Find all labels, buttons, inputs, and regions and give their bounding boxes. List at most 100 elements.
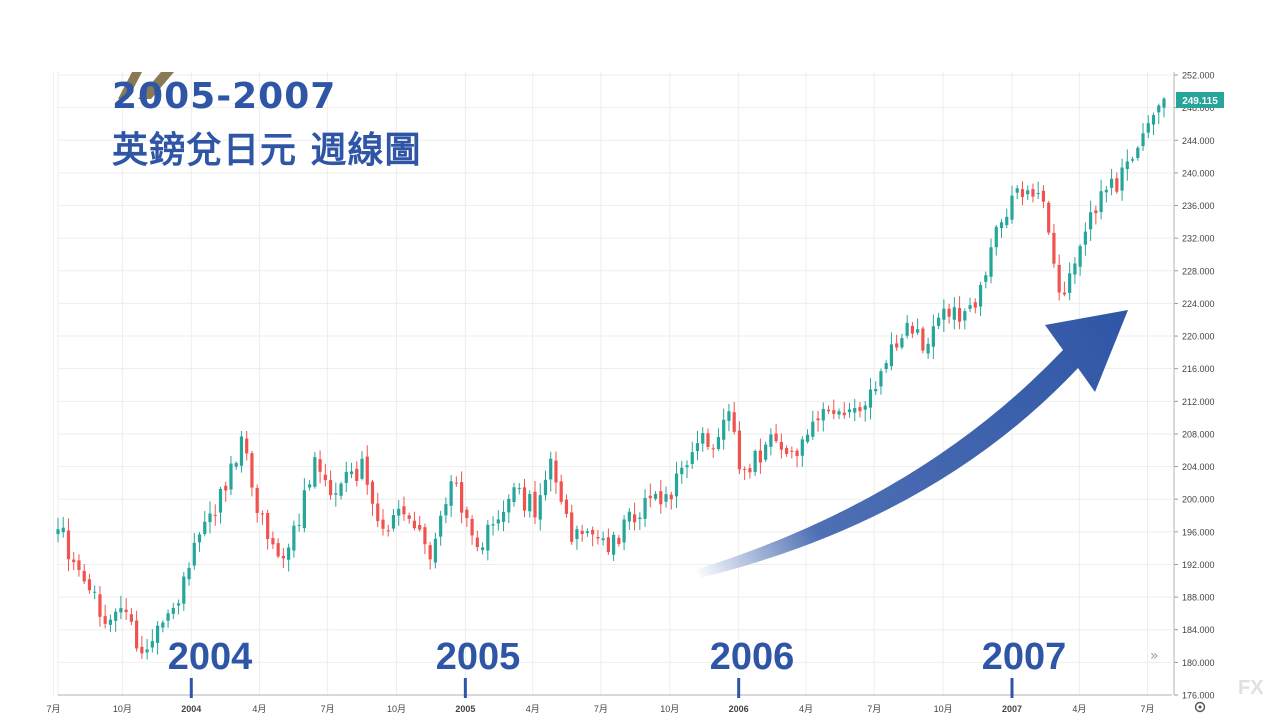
candle-down: [832, 410, 836, 414]
candle-up: [1089, 212, 1093, 230]
candle-up: [1026, 190, 1030, 195]
candle-down: [1057, 264, 1061, 293]
current-price: 249.115: [1182, 96, 1218, 107]
candle-down: [957, 308, 962, 322]
time-tick-label: 4月: [1072, 704, 1086, 714]
candle-up: [601, 538, 605, 541]
candle-up: [349, 471, 354, 475]
candle-down: [842, 412, 846, 416]
candle-down: [98, 594, 102, 617]
candle-down: [580, 530, 584, 535]
candle-up: [1146, 123, 1150, 133]
candle-up: [585, 531, 590, 534]
candle-down: [266, 512, 270, 540]
candle-up: [1151, 115, 1156, 125]
scroll-right-icon[interactable]: »: [1150, 648, 1159, 664]
logo-mark: [118, 72, 174, 99]
candle-down: [72, 559, 76, 563]
candle-up: [978, 284, 983, 307]
candle-down: [129, 614, 133, 622]
price-tick-label: 188.000: [1182, 593, 1215, 603]
candle-up: [528, 494, 532, 512]
candle-down: [784, 448, 789, 454]
candle-down: [1041, 190, 1046, 202]
candle-down: [135, 620, 139, 649]
candle-down: [790, 450, 794, 452]
candle-down: [659, 491, 663, 505]
candle-up: [538, 495, 542, 520]
year-label-2007: 2007: [981, 636, 1067, 678]
time-tick-label: 2007: [1002, 704, 1022, 714]
candle-up: [119, 608, 123, 613]
candle-up: [1125, 161, 1129, 170]
candle-down: [648, 495, 652, 499]
candle-down: [276, 543, 280, 557]
time-tick-label: 10月: [934, 704, 953, 714]
candle-up: [1078, 246, 1082, 267]
candle-up: [486, 524, 490, 551]
candle-up: [821, 408, 825, 421]
candle-down: [470, 518, 474, 536]
time-tick-label: 7月: [46, 704, 60, 714]
candle-up: [229, 463, 233, 490]
candle-down: [124, 609, 128, 613]
candle-up: [182, 576, 186, 604]
candle-up: [297, 524, 301, 526]
candle-down: [774, 433, 778, 442]
candle-down: [140, 646, 144, 654]
candle-down: [826, 409, 831, 412]
candle-up: [208, 513, 212, 523]
candle-up: [905, 322, 909, 336]
candle-up: [507, 498, 511, 513]
candle-up: [695, 443, 700, 452]
year-label-2005: 2005: [435, 636, 521, 678]
candle-down: [281, 555, 285, 559]
candle-up: [837, 411, 841, 415]
settings-gear-icon[interactable]: [1194, 701, 1206, 713]
candle-up: [701, 432, 705, 444]
candle-down: [921, 328, 925, 351]
candle-down: [418, 524, 422, 530]
candle-up: [1162, 98, 1166, 108]
candle-down: [318, 459, 322, 472]
candle-down: [669, 494, 673, 500]
candle-down: [973, 302, 977, 308]
candle-down: [386, 530, 390, 532]
candle-up: [1136, 147, 1140, 158]
candle-down: [475, 537, 479, 548]
candle-up: [1157, 105, 1161, 113]
candle-up: [491, 524, 495, 526]
candle-down: [591, 529, 595, 535]
candle-up: [543, 479, 548, 496]
candle-down: [606, 537, 610, 553]
price-tick-label: 184.000: [1182, 625, 1215, 635]
candle-up: [171, 607, 175, 614]
candle-down: [423, 527, 427, 545]
candle-up: [722, 419, 726, 440]
candle-down: [255, 487, 259, 513]
candle-up: [575, 529, 579, 540]
candle-up: [800, 439, 804, 456]
candle-up: [916, 329, 920, 333]
candle-up: [622, 519, 626, 543]
price-tick-label: 204.000: [1182, 462, 1215, 472]
candle-down: [711, 448, 715, 450]
candle-down: [402, 506, 406, 515]
price-tick-label: 192.000: [1182, 560, 1215, 570]
candle-up: [853, 408, 857, 413]
candle-up: [1015, 188, 1019, 193]
title-years: 2005-2007: [112, 76, 337, 117]
price-tick-label: 224.000: [1182, 299, 1215, 309]
candle-down: [743, 468, 747, 470]
candle-down: [245, 438, 249, 454]
candle-up: [674, 473, 679, 497]
candle-down: [554, 460, 558, 483]
candle-up: [391, 515, 396, 529]
candle-down: [632, 514, 637, 523]
candle-up: [166, 613, 170, 621]
price-tick-label: 248.000: [1182, 103, 1215, 113]
candle-down: [428, 545, 432, 560]
price-tick-label: 196.000: [1182, 527, 1215, 537]
price-axis: 176.000 180.000 184.000 188.000 192.000 196.0…: [1173, 71, 1215, 701]
candle-down: [617, 537, 621, 544]
